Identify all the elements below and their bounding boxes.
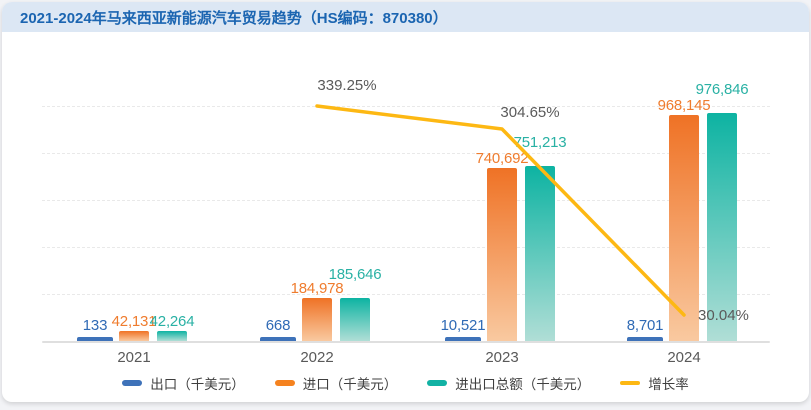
bar-import-2021[interactable] <box>119 331 149 341</box>
legend-label: 进口（千美元） <box>302 377 398 392</box>
legend-marker-import <box>274 380 295 386</box>
gridline <box>42 106 770 107</box>
bar-total-2023[interactable] <box>525 166 555 341</box>
x-tick-2023: 2023 <box>485 349 519 366</box>
bar-total-2021[interactable] <box>157 331 187 341</box>
x-tick-2024: 2024 <box>667 349 701 366</box>
chart-plot-area: 133 668 10,521 8,701 42,131 184,978 740,692 968… <box>2 32 809 367</box>
bar-import-2022[interactable] <box>302 298 332 341</box>
legend-item-export[interactable]: 出口（千美元） <box>122 373 245 393</box>
x-axis-line <box>42 341 770 343</box>
legend-label: 增长率 <box>648 377 689 392</box>
bar-label-export-2024: 8,701 <box>626 317 664 334</box>
growth-rate-line[interactable] <box>315 104 686 317</box>
legend-label: 进出口总额（千美元） <box>455 377 591 392</box>
chart-card: 2021-2024年马来西亚新能源汽车贸易趋势（HS编码：870380） 133… <box>2 2 809 402</box>
bar-label-export-2021: 133 <box>82 317 108 334</box>
bar-label-export-2023: 10,521 <box>440 317 486 334</box>
bar-label-total-2023: 751,213 <box>513 134 567 151</box>
bar-total-2022[interactable] <box>340 298 370 341</box>
gridline <box>42 200 770 201</box>
bar-label-import-2022: 184,978 <box>290 280 344 297</box>
growth-label-2024: 30.04% <box>698 307 749 324</box>
legend-item-import[interactable]: 进口（千美元） <box>274 373 398 393</box>
chart-header: 2021-2024年马来西亚新能源汽车贸易趋势（HS编码：870380） <box>2 2 809 32</box>
bar-label-import-2023: 740,692 <box>475 150 529 167</box>
legend-marker-export <box>122 380 143 386</box>
bar-label-import-2024: 968,145 <box>657 97 711 114</box>
gridline <box>42 153 770 154</box>
chart-legend: 出口（千美元） 进口（千美元） 进出口总额（千美元） 增长率 <box>2 373 809 393</box>
bar-label-total-2021: 42,264 <box>149 313 195 330</box>
legend-item-growth-rate[interactable]: 增长率 <box>620 373 689 393</box>
bar-export-2023[interactable] <box>445 337 481 341</box>
bar-label-export-2022: 668 <box>265 317 291 334</box>
bar-import-2023[interactable] <box>487 168 517 341</box>
chart-title: 2021-2024年马来西亚新能源汽车贸易趋势（HS编码：870380） <box>20 9 448 27</box>
legend-marker-growth-rate <box>620 381 641 385</box>
legend-item-total[interactable]: 进出口总额（千美元） <box>427 373 590 393</box>
legend-label: 出口（千美元） <box>150 377 245 392</box>
bar-export-2022[interactable] <box>260 337 296 341</box>
growth-label-2022: 339.25% <box>317 77 377 94</box>
bar-label-total-2022: 185,646 <box>328 266 382 283</box>
bar-export-2021[interactable] <box>77 337 113 341</box>
bar-label-total-2024: 976,846 <box>695 81 749 98</box>
bar-export-2024[interactable] <box>627 337 663 341</box>
gridline <box>42 294 770 295</box>
x-tick-2022: 2022 <box>300 349 334 366</box>
x-tick-2021: 2021 <box>117 349 151 366</box>
gridline <box>42 247 770 248</box>
growth-label-2023: 304.65% <box>500 104 560 121</box>
bar-label-import-2021: 42,131 <box>111 313 157 330</box>
bar-total-2024[interactable] <box>707 113 737 341</box>
legend-marker-total <box>427 380 448 386</box>
